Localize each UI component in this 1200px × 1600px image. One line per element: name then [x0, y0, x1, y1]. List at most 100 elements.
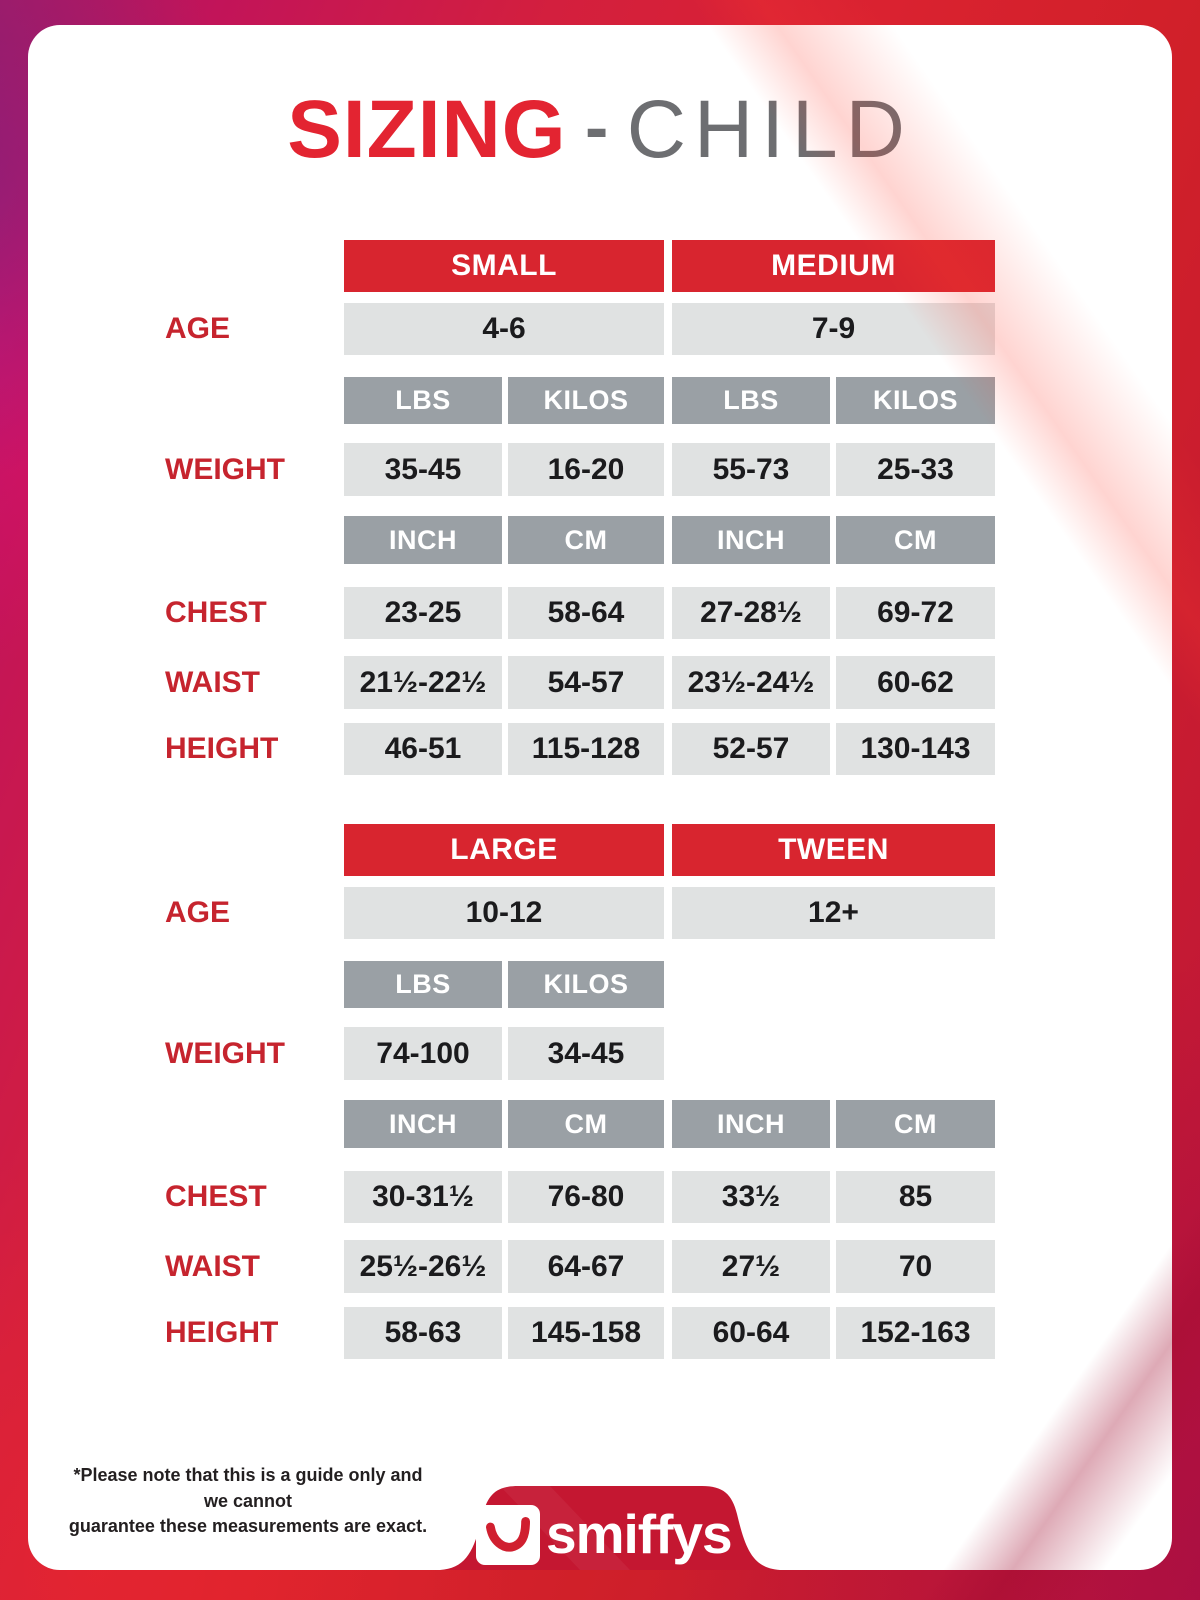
measurement-cell: 69-72: [836, 587, 995, 639]
size-header-row: LARGE TWEEN: [165, 824, 995, 876]
spacer: [165, 240, 344, 292]
measurement-cell: 35-45: [344, 443, 502, 496]
waist-row: WAIST 21½-22½ 54-57 23½-24½ 60-62: [165, 656, 995, 709]
unit-header-cell: KILOS: [508, 377, 664, 424]
measurement-cell: 27½: [672, 1240, 830, 1293]
spacer: [664, 240, 672, 292]
size-header-cell: LARGE: [344, 824, 664, 876]
unit-header-cell: CM: [836, 516, 995, 564]
unit-header-cell: LBS: [672, 377, 830, 424]
measurement-cell: 58-63: [344, 1307, 502, 1359]
size-header-cell: MEDIUM: [672, 240, 995, 292]
measurement-cell: 74-100: [344, 1027, 502, 1080]
spacer: [165, 824, 344, 876]
unit-header-cell: LBS: [344, 961, 502, 1008]
measurement-cell: 70: [836, 1240, 995, 1293]
spacer: [664, 587, 672, 639]
unit-header-cell: KILOS: [836, 377, 995, 424]
unit-header-cell: CM: [508, 516, 664, 564]
spacer: [165, 1100, 344, 1148]
title-child: CHILD: [626, 84, 913, 175]
row-label: WEIGHT: [165, 452, 285, 486]
spacer: [664, 1240, 672, 1293]
spacer: [165, 961, 344, 1008]
weight-units-row: LBS KILOS LBS KILOS: [165, 377, 995, 424]
spacer: [664, 1171, 672, 1223]
spacer: [664, 516, 672, 564]
age-row: AGE 4-6 7-9: [165, 303, 995, 355]
size-header-cell: TWEEN: [672, 824, 995, 876]
title-separator: -: [585, 88, 609, 166]
spacer: [664, 443, 672, 496]
measurement-cell: 46-51: [344, 723, 502, 775]
measurement-cell: 23-25: [344, 587, 502, 639]
row-label: HEIGHT: [165, 732, 279, 765]
measurement-cell: 23½-24½: [672, 656, 830, 709]
row-label: WEIGHT: [165, 1036, 285, 1070]
size-table-large-tween: LARGE TWEEN AGE 10-12 12+ LBS KILOS WEIG…: [165, 824, 995, 1359]
size-table-small-medium: SMALL MEDIUM AGE 4-6 7-9 LBS KILOS LBS K…: [165, 240, 995, 775]
age-value-cell: 4-6: [344, 303, 664, 355]
unit-header-cell: KILOS: [508, 961, 664, 1008]
smiffys-logo: smiffysTM: [440, 1482, 780, 1570]
measurement-cell: 21½-22½: [344, 656, 502, 709]
measurement-cell: 115-128: [508, 723, 664, 775]
row-label: CHEST: [165, 1180, 267, 1213]
disclaimer-line: *Please note that this is a guide only a…: [73, 1465, 423, 1511]
logo-text: smiffys: [546, 1503, 733, 1565]
measurement-cell: 34-45: [508, 1027, 664, 1080]
measurement-cell: 76-80: [508, 1171, 664, 1223]
dimension-units-row: INCH CM INCH CM: [165, 516, 995, 564]
measurement-cell: 52-57: [672, 723, 830, 775]
logo-wordmark: smiffysTM: [546, 1491, 754, 1566]
spacer: [664, 656, 672, 709]
measurement-cell: 145-158: [508, 1307, 664, 1359]
weight-row: WEIGHT 74-100 34-45: [165, 1027, 995, 1080]
unit-header-cell: INCH: [344, 1100, 502, 1148]
waist-row: WAIST 25½-26½ 64-67 27½ 70: [165, 1240, 995, 1293]
measurement-cell: 85: [836, 1171, 995, 1223]
measurement-cell: 60-64: [672, 1307, 830, 1359]
spacer: [664, 1100, 672, 1148]
page-title: SIZING - CHILD: [28, 83, 1172, 177]
measurement-cell: 58-64: [508, 587, 664, 639]
unit-header-cell: LBS: [344, 377, 502, 424]
row-label: AGE: [165, 312, 231, 345]
disclaimer-note: *Please note that this is a guide only a…: [64, 1463, 432, 1540]
spacer: [664, 824, 672, 876]
row-label: WAIST: [165, 1249, 260, 1283]
measurement-cell: 60-62: [836, 656, 995, 709]
unit-header-cell: CM: [836, 1100, 995, 1148]
spacer: [664, 377, 672, 424]
dimension-units-row: INCH CM INCH CM: [165, 1100, 995, 1148]
measurement-cell: 30-31½: [344, 1171, 502, 1223]
unit-header-cell: INCH: [672, 516, 830, 564]
title-sizing: SIZING: [287, 84, 567, 175]
height-row: HEIGHT 58-63 145-158 60-64 152-163: [165, 1307, 995, 1359]
chest-row: CHEST 30-31½ 76-80 33½ 85: [165, 1171, 995, 1223]
measurement-cell: 64-67: [508, 1240, 664, 1293]
row-label: AGE: [165, 896, 231, 929]
chest-row: CHEST 23-25 58-64 27-28½ 69-72: [165, 587, 995, 639]
weight-row: WEIGHT 35-45 16-20 55-73 25-33: [165, 443, 995, 496]
measurement-cell: 152-163: [836, 1307, 995, 1359]
smile-icon: [476, 1505, 540, 1565]
unit-header-cell: INCH: [672, 1100, 830, 1148]
row-label: WAIST: [165, 665, 260, 699]
weight-units-row: LBS KILOS: [165, 961, 995, 1008]
spacer: [664, 723, 672, 775]
size-header-row: SMALL MEDIUM: [165, 240, 995, 292]
disclaimer-line: guarantee these measurements are exact.: [68, 1516, 428, 1537]
measurement-cell: 25½-26½: [344, 1240, 502, 1293]
measurement-cell: 33½: [672, 1171, 830, 1223]
spacer: [664, 887, 672, 939]
measurement-cell: 130-143: [836, 723, 995, 775]
measurement-cell: 25-33: [836, 443, 995, 496]
age-value-cell: 7-9: [672, 303, 995, 355]
unit-header-cell: INCH: [344, 516, 502, 564]
spacer: [664, 303, 672, 355]
spacer: [664, 1307, 672, 1359]
measurement-cell: 54-57: [508, 656, 664, 709]
measurement-cell: 55-73: [672, 443, 830, 496]
age-value-cell: 10-12: [344, 887, 664, 939]
